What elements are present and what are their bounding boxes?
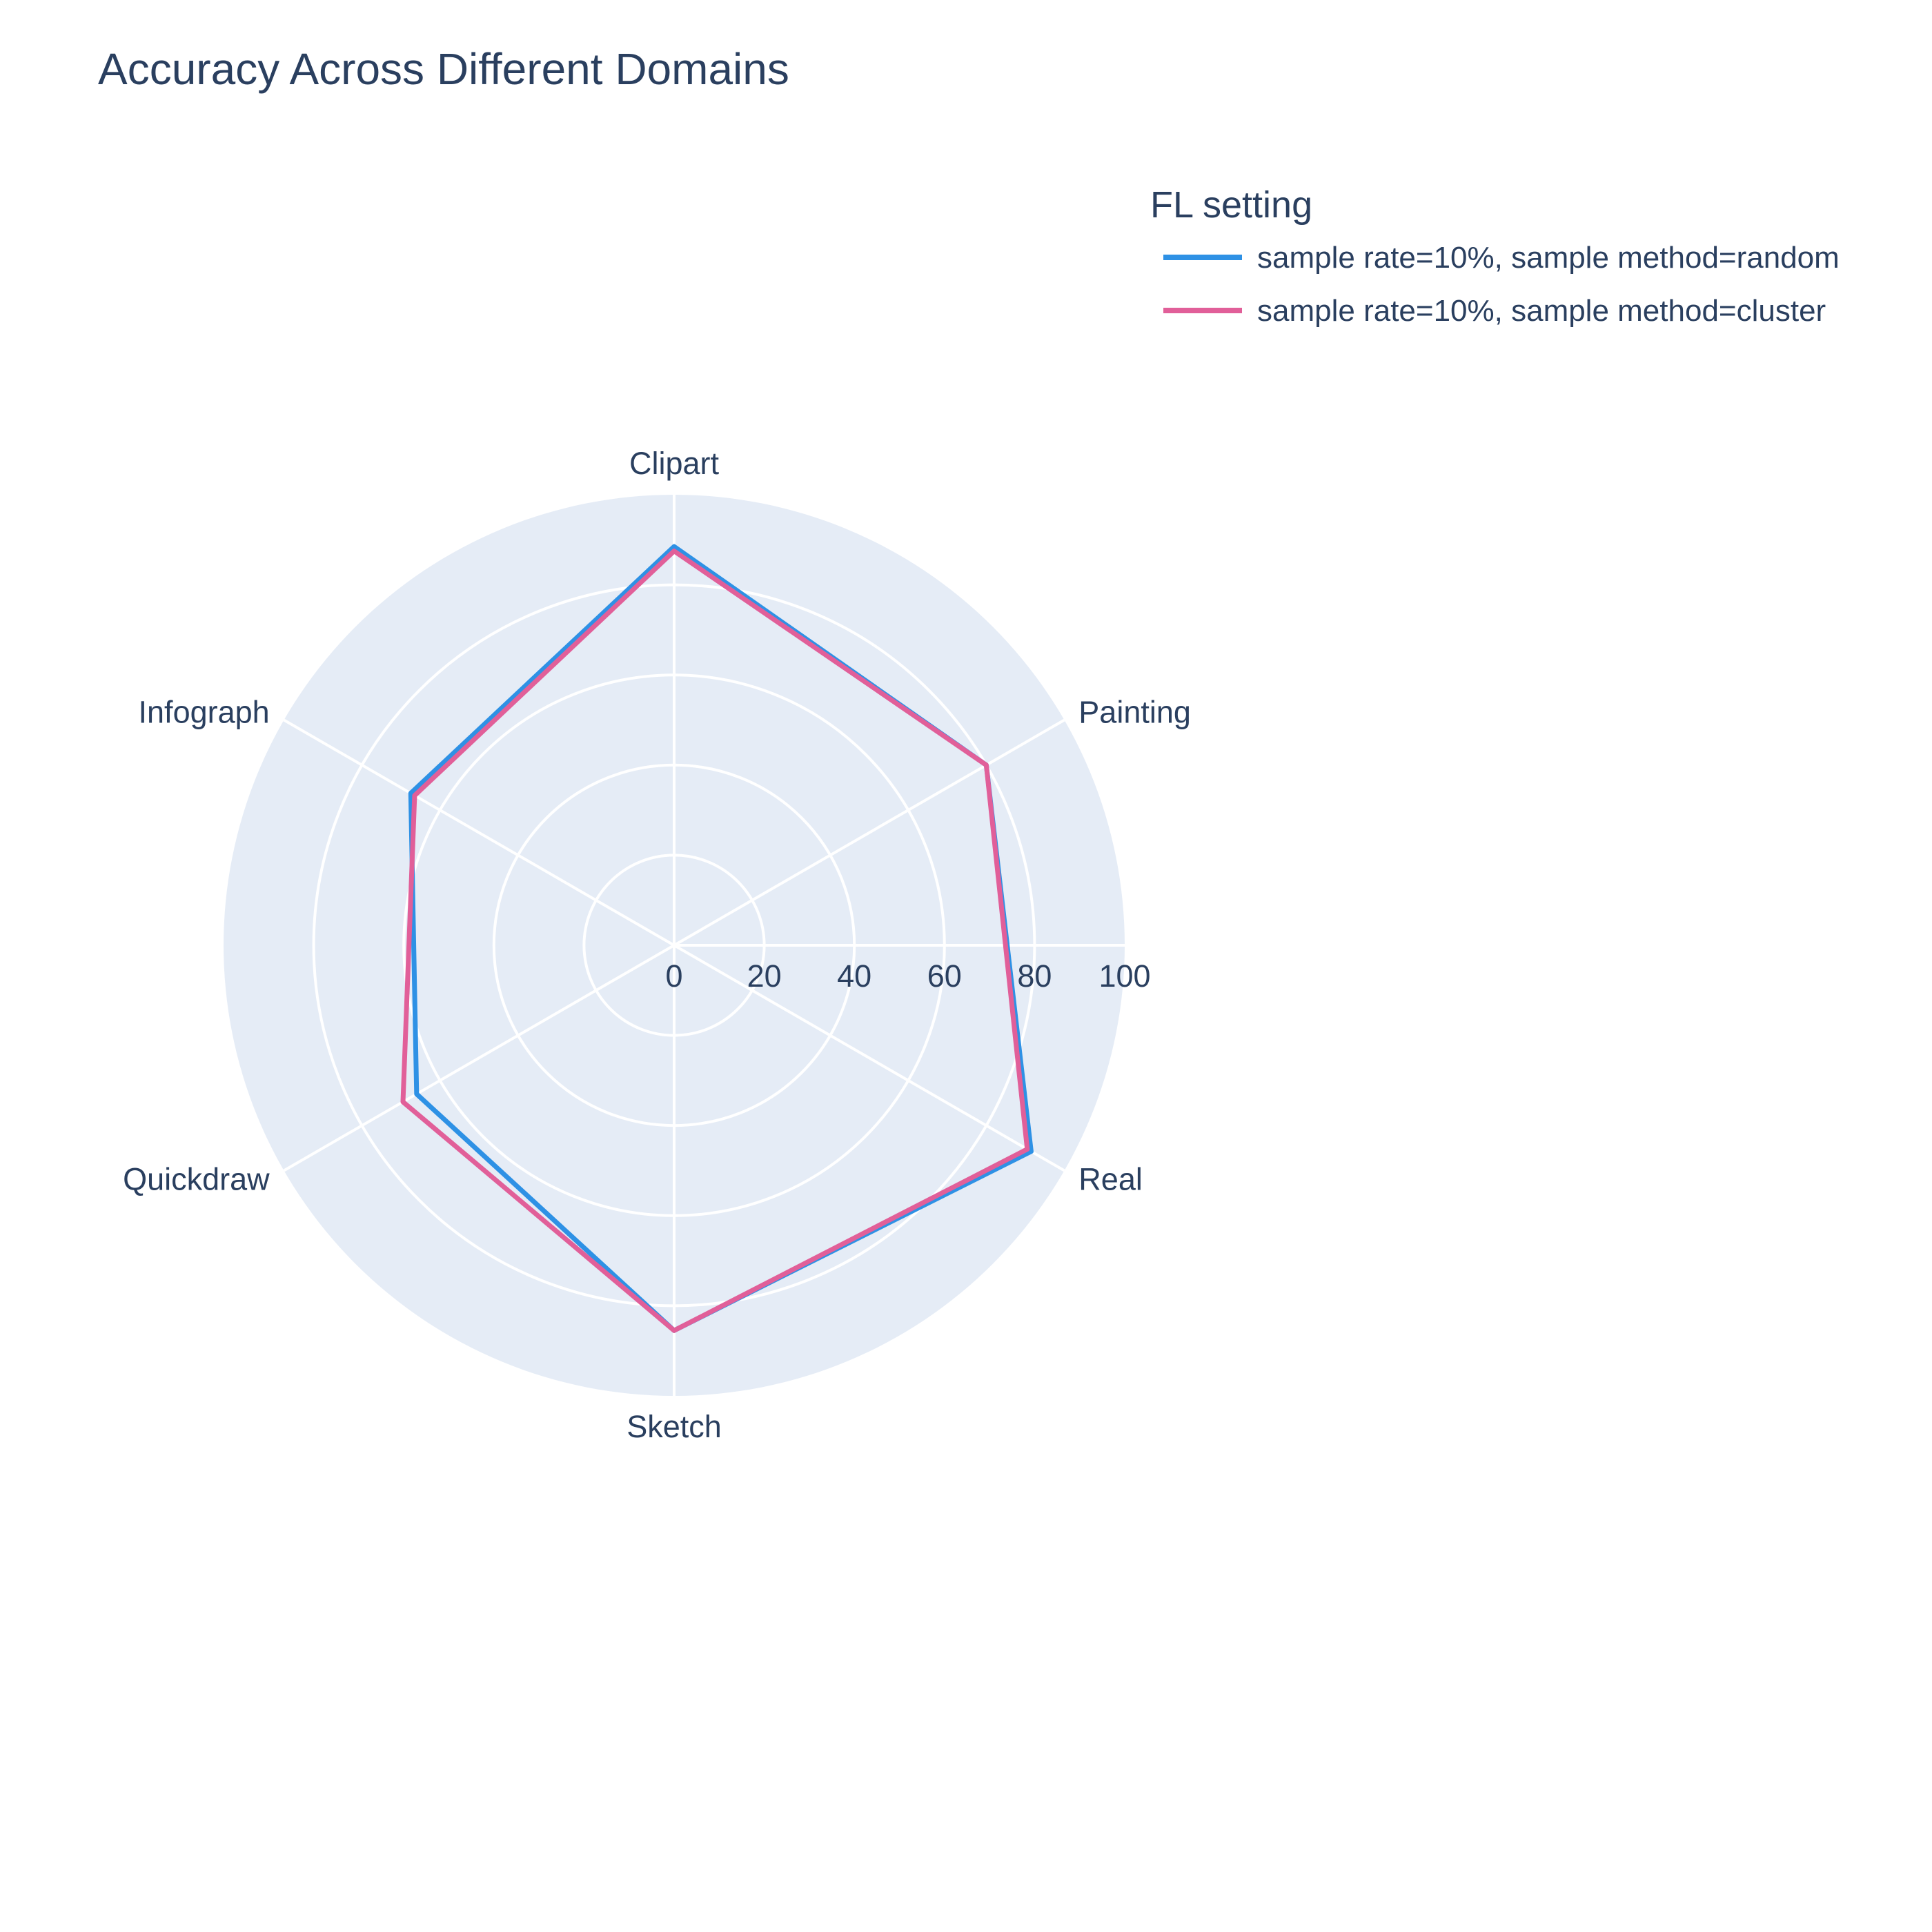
series-layer <box>400 544 1034 1333</box>
angular-gridline <box>673 718 1065 947</box>
radial-tick-label: 60 <box>927 958 962 994</box>
legend: FL setting sample rate=10%, sample metho… <box>1150 184 1840 328</box>
radial-tick-label: 40 <box>837 958 871 994</box>
angular-tick-label: Infograph <box>139 695 270 730</box>
angular-gridline <box>673 944 1065 1172</box>
angular-tick-label: Quickdraw <box>123 1162 270 1197</box>
radial-tick-label: 100 <box>1098 958 1150 994</box>
chart-title: Accuracy Across Different Domains <box>98 44 789 94</box>
radial-tick-labels: 0 20 40 60 80 100 <box>665 958 1150 994</box>
angular-tick-label: Sketch <box>627 1409 722 1444</box>
legend-title: FL setting <box>1150 184 1312 226</box>
angular-tick-label: Real <box>1078 1162 1143 1197</box>
radial-tick-label: 20 <box>747 958 782 994</box>
legend-label-1: sample rate=10%, sample method=cluster <box>1257 294 1826 328</box>
polar-area <box>224 495 1125 1396</box>
angular-gridline <box>283 718 676 947</box>
series-line-1 <box>400 549 1030 1333</box>
angular-tick-label: Painting <box>1078 695 1191 730</box>
legend-label-0: sample rate=10%, sample method=random <box>1257 241 1840 275</box>
angular-labels: Clipart Painting Real Sketch Quickdraw Infogr… <box>123 446 1191 1444</box>
angular-gridline <box>283 944 676 1172</box>
radial-tick-label: 80 <box>1017 958 1052 994</box>
angular-tick-label: Clipart <box>629 446 720 481</box>
radial-tick-label: 0 <box>665 958 682 994</box>
legend-items: sample rate=10%, sample method=random sam… <box>1163 241 1840 328</box>
